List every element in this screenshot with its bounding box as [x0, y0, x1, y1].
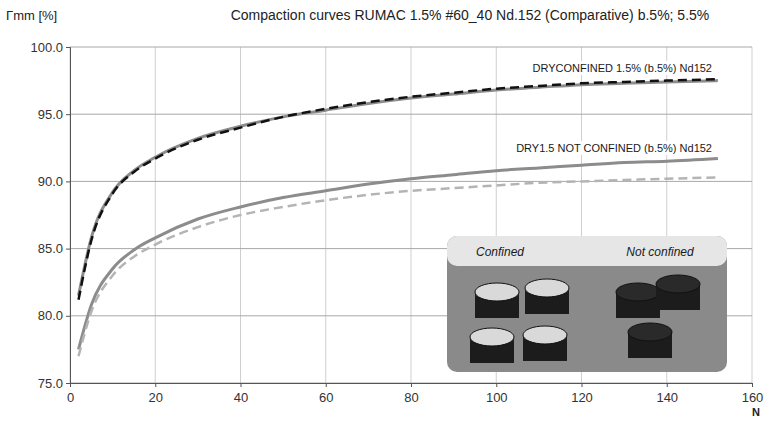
x-tick-mark: [241, 383, 242, 387]
annotation: DRY1.5 NOT CONFINED (b.5%) Nd152: [516, 142, 712, 154]
y-tick-mark: [66, 114, 70, 115]
x-tick: 0: [67, 383, 74, 405]
specimen-top: [523, 326, 567, 344]
specimen-top: [470, 328, 514, 346]
y-tick-label: 85.0: [38, 241, 63, 256]
x-tick-mark: [752, 383, 753, 387]
series-group: [79, 79, 718, 356]
y-axis-line: [66, 48, 71, 384]
x-tick-label: 60: [319, 390, 333, 405]
annotation-bg: [530, 61, 714, 75]
chart-title: Compaction curves RUMAC 1.5% #60_40 Nd.1…: [231, 7, 710, 23]
texts: Compaction curves RUMAC 1.5% #60_40 Nd.1…: [6, 7, 760, 418]
specimen: [525, 279, 569, 314]
y-tick-mark: [66, 249, 70, 250]
x-tick-label: 100: [486, 390, 508, 405]
specimen: [475, 283, 519, 318]
specimen: [470, 328, 514, 363]
x-tick: 120: [571, 383, 593, 405]
y-axis: 75.0 80.0 85.0 90.0 95.0 100.0: [30, 40, 70, 391]
specimen-top: [616, 283, 660, 301]
y-tick-label: 90.0: [38, 174, 63, 189]
specimen-top: [628, 323, 672, 341]
x-tick-mark: [411, 383, 412, 387]
y-tick-label: 75.0: [38, 376, 63, 391]
annotation: Not confined: [626, 245, 694, 259]
x-tick-label: 20: [149, 390, 163, 405]
y-tick-label: 100.0: [30, 40, 63, 55]
grid-line-x: [325, 47, 326, 383]
specimen-top: [475, 283, 519, 301]
x-tick-mark: [326, 383, 327, 387]
x-tick-label: 120: [571, 390, 593, 405]
x-tick: 60: [319, 383, 333, 405]
chart: 0 20 40 60 80 100 120 140 160 75.0 80.0 85.0 90.0 95.…: [0, 0, 772, 427]
specimen-top: [656, 275, 700, 293]
x-tick: 40: [234, 383, 248, 405]
x-tick-label: 160: [742, 390, 764, 405]
specimen: [628, 323, 672, 358]
annotation: Confined: [476, 245, 524, 259]
grid-line-y: [70, 47, 752, 48]
grid: [70, 47, 752, 383]
specimen: [616, 283, 660, 318]
y-tick: 100.0: [30, 40, 70, 55]
specimen: [656, 275, 700, 310]
annotation: DRYCONFINED 1.5% (b.5%) Nd152: [532, 62, 712, 74]
grid-line-x: [155, 47, 156, 383]
x-tick: 100: [486, 383, 508, 405]
grid-line-y: [70, 114, 752, 115]
y-tick-mark: [66, 383, 70, 384]
inset-wall: [447, 236, 727, 266]
specimen-top: [525, 279, 569, 297]
x-tick-mark: [667, 383, 668, 387]
specimen: [523, 326, 567, 361]
grid-line-x: [752, 47, 753, 383]
x-tick-mark: [496, 383, 497, 387]
y-tick-mark: [66, 181, 70, 182]
y-tick: 80.0: [38, 308, 70, 323]
x-tick-label: 40: [234, 390, 248, 405]
x-tick-label: 0: [67, 390, 74, 405]
x-tick: 160: [742, 383, 764, 405]
y-tick: 95.0: [38, 107, 70, 122]
y-tick-mark: [66, 47, 70, 48]
x-tick: 20: [149, 383, 163, 405]
x-axis-line: [71, 384, 753, 388]
x-tick-label: 140: [656, 390, 678, 405]
x-axis: 0 20 40 60 80 100 120 140 160: [67, 383, 763, 405]
x-tick: 80: [404, 383, 418, 405]
inset-photo: [447, 236, 727, 372]
x-tick: 140: [656, 383, 678, 405]
x-tick-label: 80: [404, 390, 418, 405]
y-tick: 90.0: [38, 174, 70, 189]
y-tick-mark: [66, 316, 70, 317]
y-tick: 85.0: [38, 241, 70, 256]
x-axis-title: N: [752, 406, 760, 418]
grid-line-y: [70, 181, 752, 182]
inset-background: [447, 236, 727, 372]
y-tick-label: 95.0: [38, 107, 63, 122]
x-tick-mark: [155, 383, 156, 387]
x-tick-mark: [582, 383, 583, 387]
y-tick-label: 80.0: [38, 308, 63, 323]
annotation-bg: [514, 141, 714, 155]
y-tick: 75.0: [38, 376, 70, 391]
y-axis-title: Γmm [%]: [6, 8, 57, 23]
